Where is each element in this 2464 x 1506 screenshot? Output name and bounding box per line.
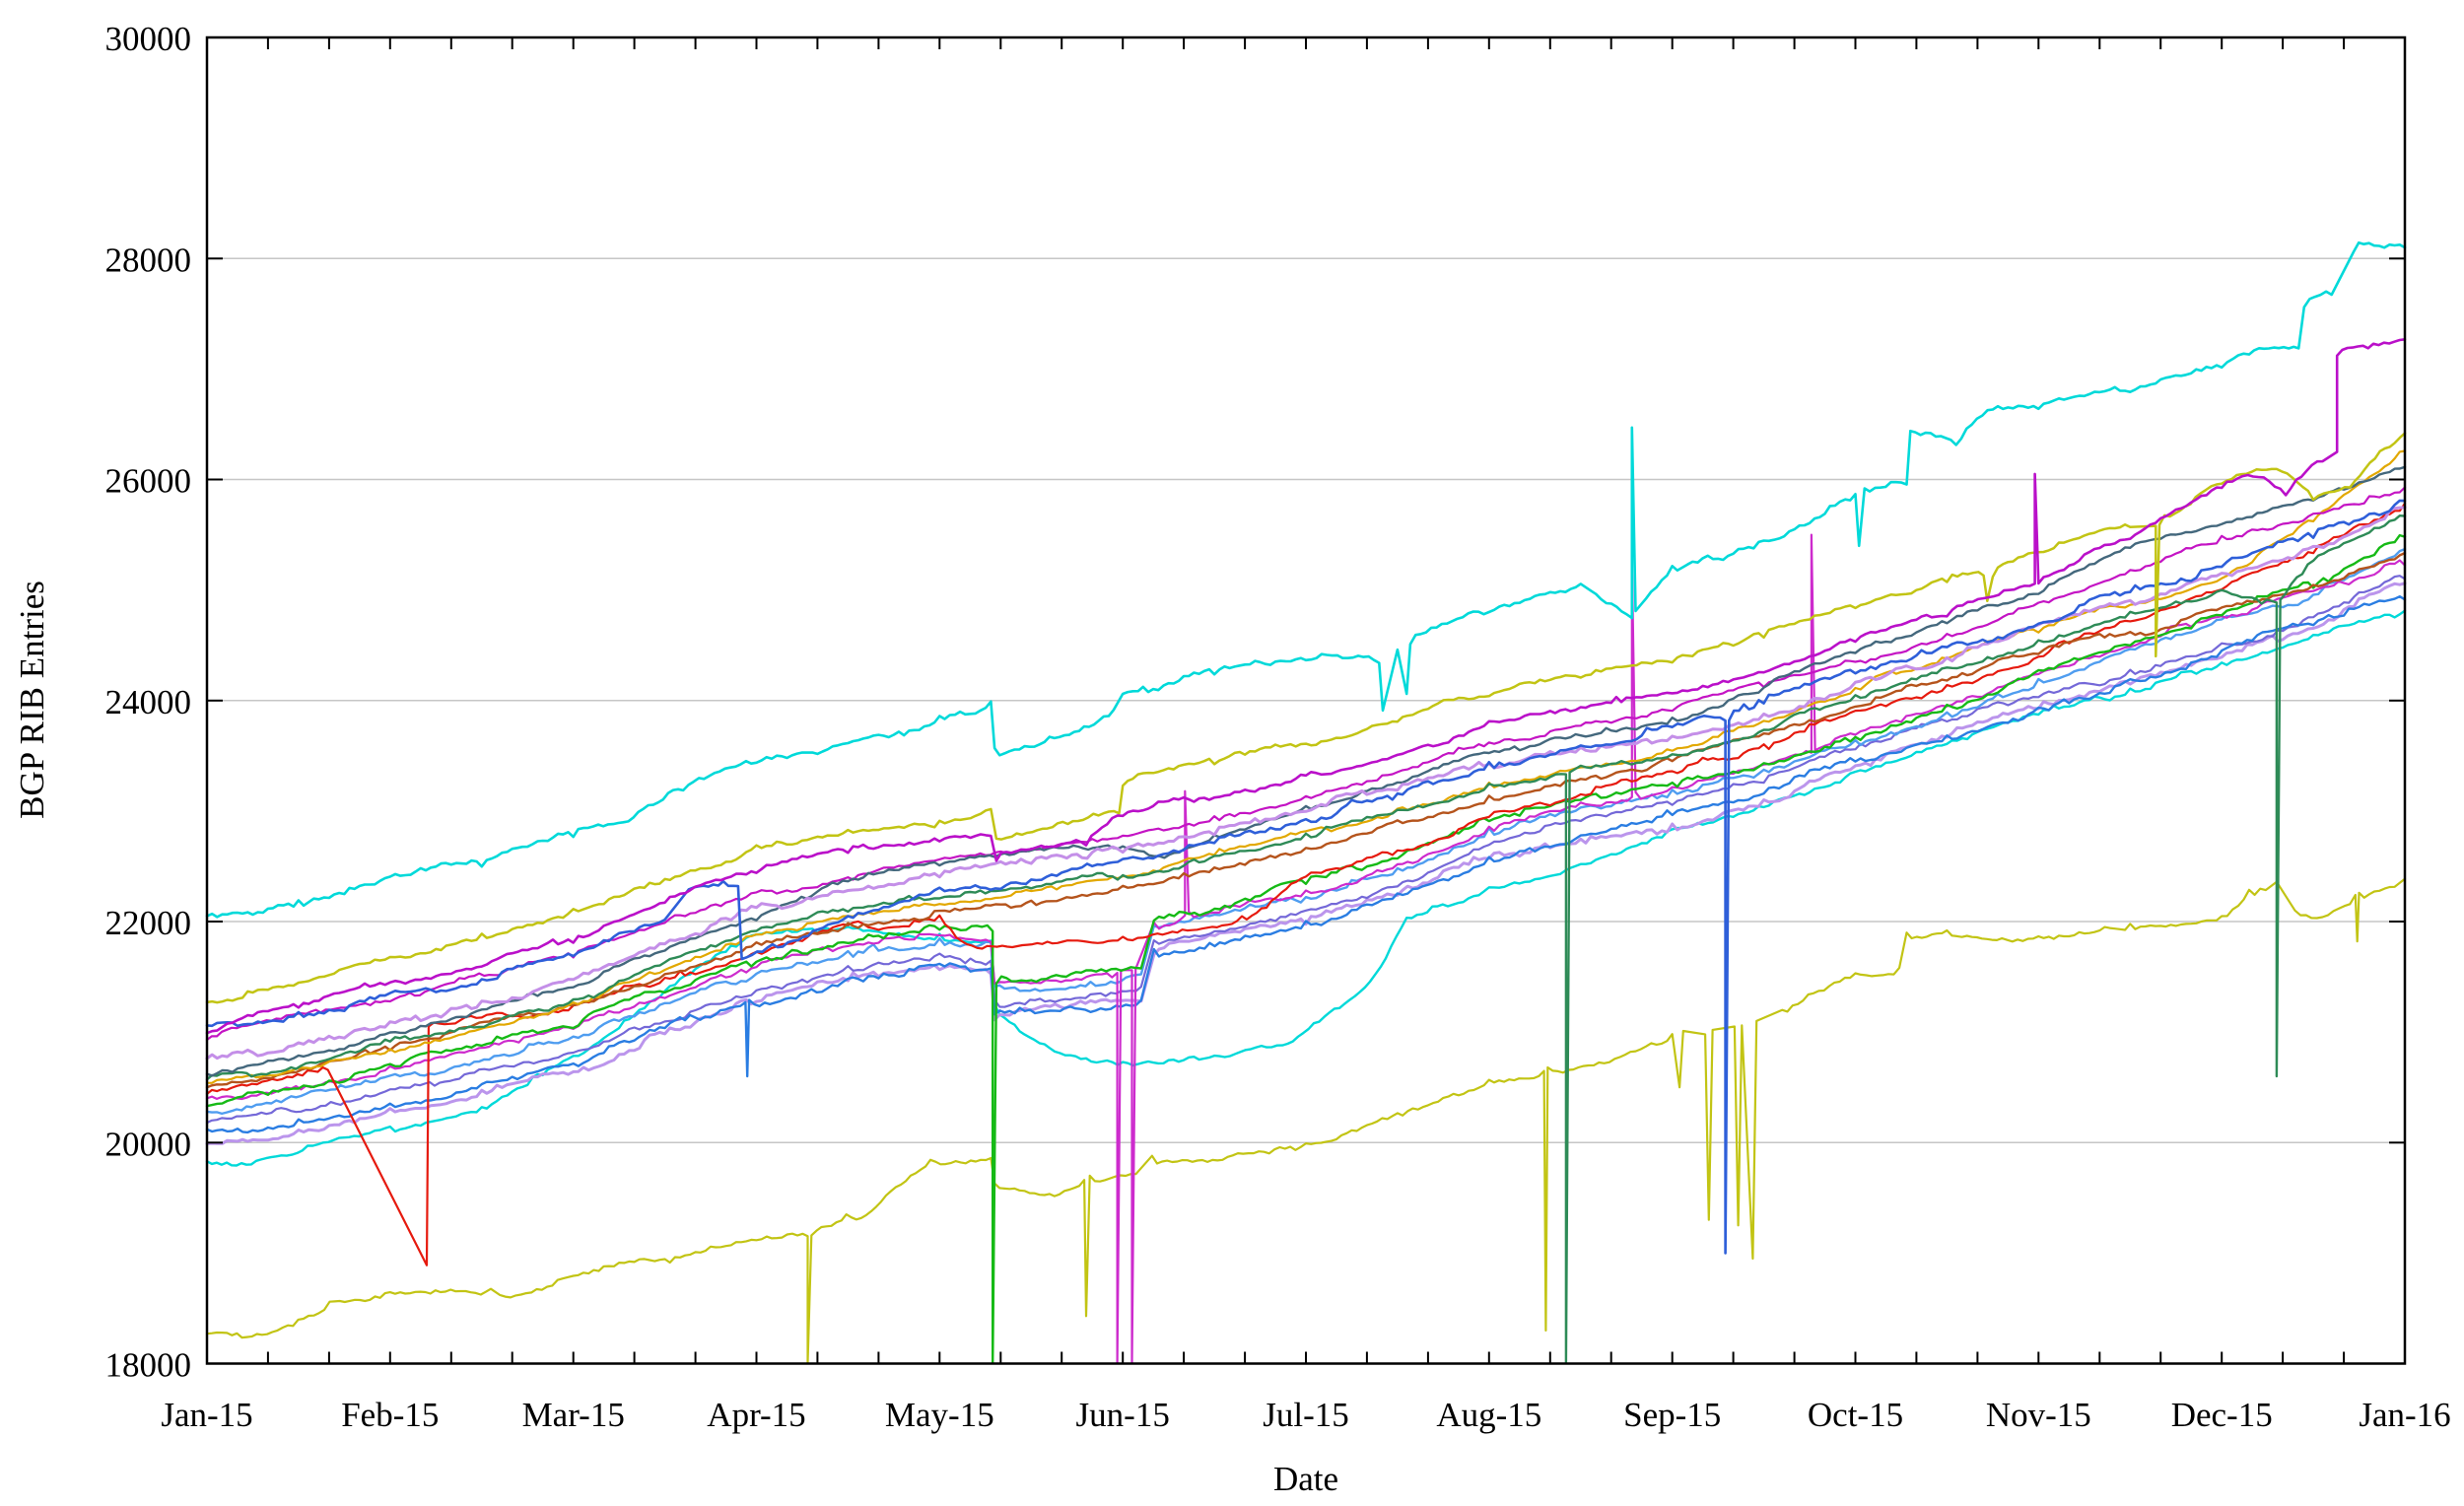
x-tick-label: Oct-15: [1808, 1396, 1903, 1434]
series-plum: [205, 506, 2407, 1061]
series-lines: [205, 240, 2407, 1364]
y-tick-label: 20000: [105, 1125, 192, 1163]
y-tick-label: 24000: [105, 683, 192, 721]
x-tick-label: Apr-15: [707, 1396, 805, 1434]
series-cyan-low: [205, 609, 2407, 1167]
x-tick-label: Jun-15: [1076, 1396, 1170, 1434]
series-royal-blue: [205, 499, 2407, 1255]
series-orange: [205, 449, 2407, 1084]
x-axis-title: Date: [1273, 1460, 1338, 1498]
series-magenta-top: [205, 338, 2407, 1035]
gridlines: [207, 257, 2405, 1144]
series-light-blue: [205, 547, 2407, 1116]
y-tick-label: 28000: [105, 240, 192, 279]
series-blue-violet: [205, 575, 2407, 1125]
x-tick-label: Mar-15: [522, 1396, 625, 1434]
series-dodger-blue: [205, 595, 2407, 1134]
x-tick-label: Sep-15: [1623, 1396, 1721, 1434]
x-tick-label: Aug-15: [1436, 1396, 1541, 1434]
series-slate: [205, 465, 2407, 1077]
series-violet-low: [205, 582, 2407, 1145]
axis-ticks: [206, 36, 2406, 1365]
series-seagreen: [205, 514, 2407, 1364]
x-tick-label: Feb-15: [341, 1396, 439, 1434]
x-tick-label: Dec-15: [2171, 1396, 2273, 1434]
x-tick-label: Jul-15: [1263, 1396, 1349, 1434]
x-tick-label: Jan-16: [2359, 1396, 2450, 1434]
series-olive-bottom: [205, 877, 2407, 1364]
series-red: [205, 502, 2407, 1266]
y-tick-label: 30000: [105, 20, 192, 58]
x-tick-label: Nov-15: [1986, 1396, 2091, 1434]
series-green: [205, 533, 2407, 1364]
tick-labels: 18000 20000 22000 24000 26000 28000 30000 Jan-1…: [105, 20, 2451, 1434]
series-yellow-top: [205, 432, 2407, 1004]
y-tick-label: 22000: [105, 904, 192, 942]
x-tick-label: Jan-15: [161, 1396, 252, 1434]
y-tick-label: 26000: [105, 462, 192, 501]
series-cyan-top: [205, 240, 2407, 919]
series-magenta-2: [205, 486, 2407, 1042]
y-axis-title: BGP RIB Entries: [13, 581, 51, 819]
x-tick-label: May-15: [885, 1396, 994, 1434]
y-tick-label: 18000: [105, 1346, 192, 1385]
